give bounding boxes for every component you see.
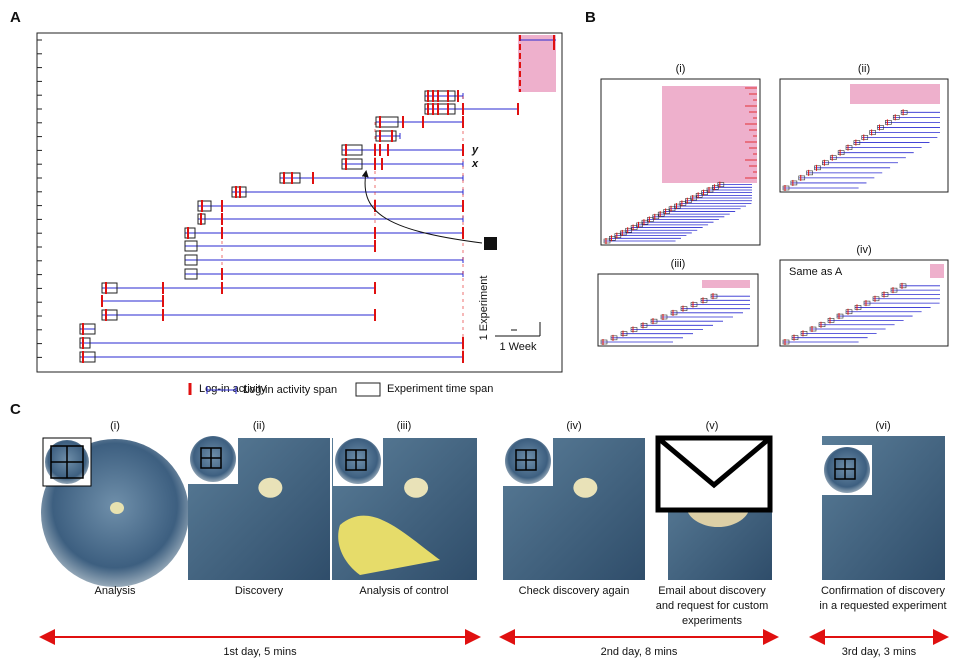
- scale-label: 1 Week: [499, 341, 537, 353]
- step-numeral: (iii): [397, 420, 412, 432]
- step-caption: Analysis of control: [359, 585, 448, 597]
- figure: A B C yx 1 Experiment 1 Week Log-in activit…: [0, 0, 959, 658]
- step-numeral: (iv): [566, 420, 581, 432]
- legend-text: Experiment time span: [387, 383, 493, 395]
- mold: [573, 478, 597, 498]
- step-numeral: (ii): [253, 420, 265, 432]
- step-caption: Confirmation of discovery: [821, 585, 946, 597]
- highlight: [662, 86, 757, 183]
- highlight: [930, 264, 944, 278]
- highlight: [702, 280, 750, 288]
- inset-dish: [190, 436, 236, 482]
- step-caption: Analysis: [95, 585, 136, 597]
- panel-label: C: [10, 401, 21, 418]
- step-caption: experiments: [682, 615, 742, 627]
- period-label: 3rd day, 3 mins: [842, 646, 917, 658]
- panel-label: A: [10, 9, 21, 26]
- panel-label: B: [585, 9, 596, 26]
- step-numeral: (vi): [875, 420, 890, 432]
- arrow: [365, 172, 482, 243]
- inset-dish: [505, 438, 551, 484]
- annotation: y: [471, 144, 479, 156]
- subpanel-label: (i): [676, 63, 686, 75]
- subpanel-label: (ii): [858, 63, 870, 75]
- legend-text: Log-in activity span: [243, 384, 337, 396]
- annotation: x: [471, 158, 479, 170]
- step-numeral: (v): [706, 420, 719, 432]
- step-caption: and request for custom: [656, 600, 769, 612]
- period-label: 1st day, 5 mins: [223, 646, 297, 658]
- subpanel-label: (iv): [856, 244, 871, 256]
- legend-box: [356, 383, 380, 396]
- envelope: [658, 438, 770, 510]
- highlight: [850, 84, 940, 104]
- period-label: 2nd day, 8 mins: [601, 646, 678, 658]
- mold: [404, 478, 428, 498]
- note: Same as A: [789, 266, 843, 278]
- inset-dish: [335, 438, 381, 484]
- step-caption: Discovery: [235, 585, 284, 597]
- highlight: [518, 35, 556, 92]
- mold: [110, 502, 124, 514]
- marker-square: [484, 237, 497, 250]
- step-numeral: (i): [110, 420, 120, 432]
- step-caption: Email about discovery: [658, 585, 766, 597]
- inset-dish: [824, 447, 870, 493]
- mold: [258, 478, 282, 498]
- step-caption: Check discovery again: [519, 585, 630, 597]
- scale-label: 1 Experiment: [478, 276, 490, 341]
- step-caption: in a requested experiment: [819, 600, 946, 612]
- subpanel-label: (iii): [671, 258, 686, 270]
